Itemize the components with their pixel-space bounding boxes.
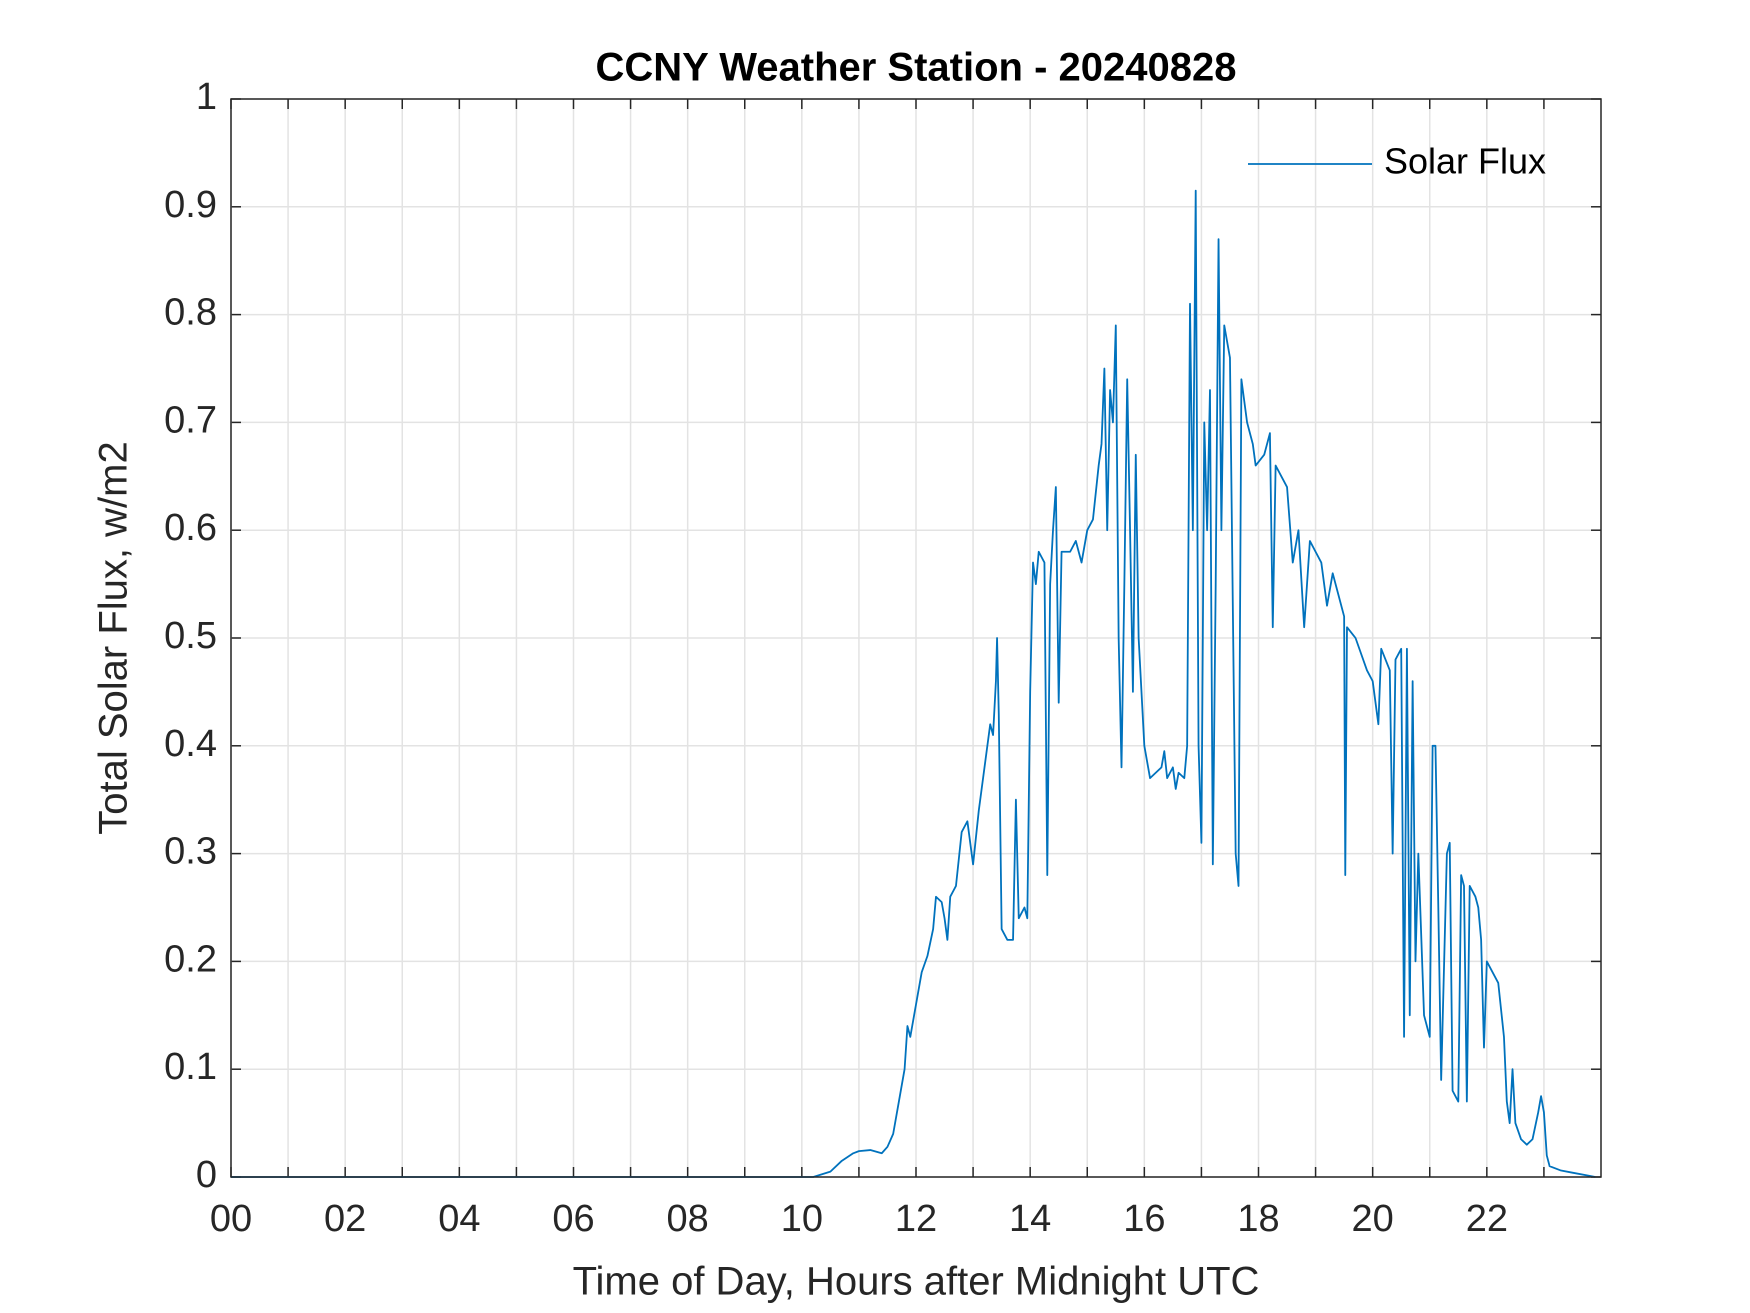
x-tick-label: 18 [1237,1198,1279,1240]
y-tick-label: 0.2 [164,938,217,980]
y-tick-label: 0.4 [164,723,217,765]
x-axis-label: Time of Day, Hours after Midnight UTC [573,1260,1260,1304]
y-axis-label: Total Solar Flux, w/m2 [92,441,136,834]
x-tick-label: 16 [1123,1198,1165,1240]
x-tick-label: 08 [667,1198,709,1240]
y-tick-label: 1 [196,76,217,118]
chart-title: CCNY Weather Station - 20240828 [596,46,1237,90]
y-tick-label: 0.5 [164,615,217,657]
x-tick-label: 20 [1352,1198,1394,1240]
x-tick-label: 12 [895,1198,937,1240]
y-tick-label: 0.6 [164,507,217,549]
y-tick-label: 0.9 [164,184,217,226]
x-tick-label: 00 [210,1198,252,1240]
x-tick-label: 22 [1466,1198,1508,1240]
x-tick-label: 04 [438,1198,480,1240]
x-tick-label: 02 [324,1198,366,1240]
y-tick-label: 0.8 [164,292,217,334]
y-tick-label: 0.1 [164,1046,217,1088]
x-tick-label: 14 [1009,1198,1051,1240]
legend-label: Solar Flux [1384,141,1546,182]
x-tick-label: 06 [552,1198,594,1240]
data-line [231,189,1596,1178]
plot-frame [230,98,1602,1178]
y-tick-label: 0.3 [164,831,217,873]
y-tick-label: 0 [196,1154,217,1196]
x-tick-label: 10 [781,1198,823,1240]
y-tick-label: 0.7 [164,399,217,441]
